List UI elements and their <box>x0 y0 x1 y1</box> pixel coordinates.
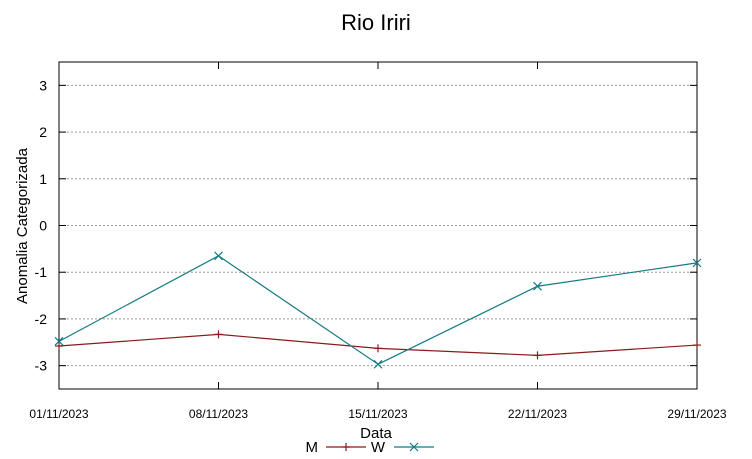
y-axis-ticks: 3 2 1 0 -1 -2 -3 <box>35 77 697 374</box>
y-tick-label: -1 <box>35 264 48 280</box>
data-point-W <box>214 251 223 261</box>
data-point-W <box>533 281 542 291</box>
x-tick-label: 01/11/2023 <box>29 407 88 421</box>
x-tick-label: 29/11/2023 <box>667 407 726 421</box>
data-point-W <box>54 336 64 346</box>
y-axis-label: Anomalia Categorizada <box>14 147 31 304</box>
data-point-M <box>533 351 542 360</box>
data-point-M <box>214 330 223 339</box>
x-tick-label: 22/11/2023 <box>508 407 567 421</box>
legend-label-W: W <box>371 439 386 456</box>
data-point-M <box>693 341 701 350</box>
data-point-W <box>373 359 383 369</box>
legend-label-M: M <box>306 439 319 456</box>
data-point-W <box>692 258 702 268</box>
y-tick-label: 2 <box>39 124 47 140</box>
data-point-M <box>55 342 63 351</box>
chart-title: Rio Iriri <box>341 10 411 35</box>
y-tick-label: -3 <box>35 358 48 374</box>
y-tick-label: 1 <box>39 171 47 187</box>
y-tick-label: -2 <box>35 311 48 327</box>
x-tick-label: 15/11/2023 <box>348 407 407 421</box>
x-tick-label: 08/11/2023 <box>189 407 248 421</box>
data-point-M <box>374 344 382 353</box>
plot-area-frame <box>58 61 698 390</box>
legend-marker-W <box>409 442 419 452</box>
grid-lines <box>59 84 697 367</box>
series-layer <box>54 251 702 369</box>
legend-marker-M <box>342 443 350 451</box>
y-tick-label: 0 <box>39 218 47 234</box>
x-axis-label: Data <box>360 425 392 442</box>
y-tick-label: 3 <box>39 77 47 93</box>
x-axis-ticks: 01/11/2023 08/11/2023 15/11/2023 22/11/2023… <box>29 62 727 421</box>
